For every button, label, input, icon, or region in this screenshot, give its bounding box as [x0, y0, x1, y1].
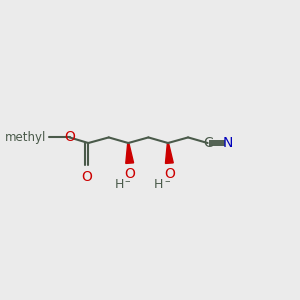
Polygon shape: [126, 143, 134, 164]
Text: C: C: [203, 136, 212, 150]
Text: O: O: [124, 167, 135, 181]
Text: O: O: [81, 170, 92, 184]
Text: N: N: [223, 136, 233, 150]
Text: O: O: [164, 167, 175, 181]
Polygon shape: [165, 143, 173, 164]
Text: –: –: [164, 176, 170, 187]
Text: H: H: [154, 178, 164, 191]
Text: methyl: methyl: [4, 131, 46, 144]
Text: H: H: [114, 178, 124, 191]
Text: –: –: [124, 176, 130, 187]
Text: O: O: [64, 130, 75, 144]
